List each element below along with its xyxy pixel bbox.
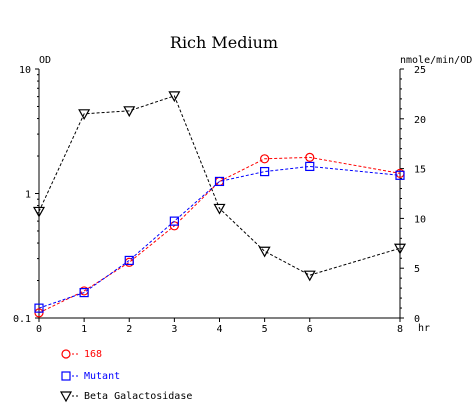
x-tick-label: 6 [307, 324, 313, 335]
square-legend-icon [61, 371, 71, 381]
series-line-1 [38, 165, 401, 309]
y-right-tick-label: 15 [414, 165, 426, 176]
data-point-0 [124, 257, 134, 267]
chart-title: Rich Medium [170, 33, 278, 52]
data-point-2 [303, 270, 316, 282]
data-point-0 [305, 152, 315, 162]
x-tick-label: 5 [262, 324, 268, 335]
data-point-0 [169, 221, 179, 231]
data-point-2 [168, 91, 181, 103]
y-right-tick-label: 5 [414, 264, 420, 275]
y-right-tick-label: 10 [414, 214, 426, 225]
legend-label: 168 [84, 349, 102, 360]
data-point-1 [124, 255, 134, 266]
y-right-axis-label: nmole/min/OD [400, 55, 472, 66]
series-line-2 [38, 95, 401, 276]
data-point-1 [305, 161, 315, 172]
axes: 0 1 2 3 4 5 6 8 0.1 1 10 0 5 10 15 20 25 [13, 65, 426, 335]
x-axis-label: hr [418, 323, 430, 334]
data-point-1 [79, 287, 89, 298]
data-point-2 [258, 246, 271, 258]
data-point-1 [260, 166, 270, 177]
data-point-1 [34, 303, 44, 313]
x-tick-label: 0 [36, 324, 42, 335]
series-layer [32, 91, 407, 318]
data-point-1 [169, 216, 179, 226]
legend-label: Beta Galactosidase [84, 391, 192, 402]
y-right-tick-label: 0 [414, 314, 420, 325]
y-left-tick-label: 1 [25, 190, 31, 201]
y-left-tick-label: 0.1 [13, 314, 31, 325]
legend: 168 Mutant Beta Galactosidase [59, 349, 192, 403]
circle-legend-icon [61, 349, 71, 359]
y-right-tick-label: 25 [414, 65, 426, 76]
data-point-2 [123, 106, 136, 118]
data-point-0 [34, 308, 44, 318]
legend-label: Mutant [84, 371, 120, 382]
y-right-tick-label: 20 [414, 115, 426, 126]
series-line-0 [38, 156, 401, 314]
data-point-0 [214, 176, 225, 187]
data-point-1 [395, 170, 405, 180]
data-point-2 [78, 109, 91, 121]
data-point-2 [32, 206, 46, 218]
y-left-tick-label: 10 [19, 65, 31, 76]
x-tick-label: 8 [397, 324, 403, 335]
x-tick-label: 2 [126, 324, 132, 335]
triangle-down-legend-icon [59, 391, 73, 403]
data-point-2 [393, 243, 407, 255]
data-point-0 [260, 154, 270, 164]
data-point-1 [214, 176, 225, 187]
x-tick-label: 3 [171, 324, 177, 335]
data-point-2 [213, 203, 226, 215]
x-tick-label: 4 [216, 324, 222, 335]
x-tick-label: 1 [81, 324, 87, 335]
y-left-axis-label: OD [39, 55, 51, 66]
